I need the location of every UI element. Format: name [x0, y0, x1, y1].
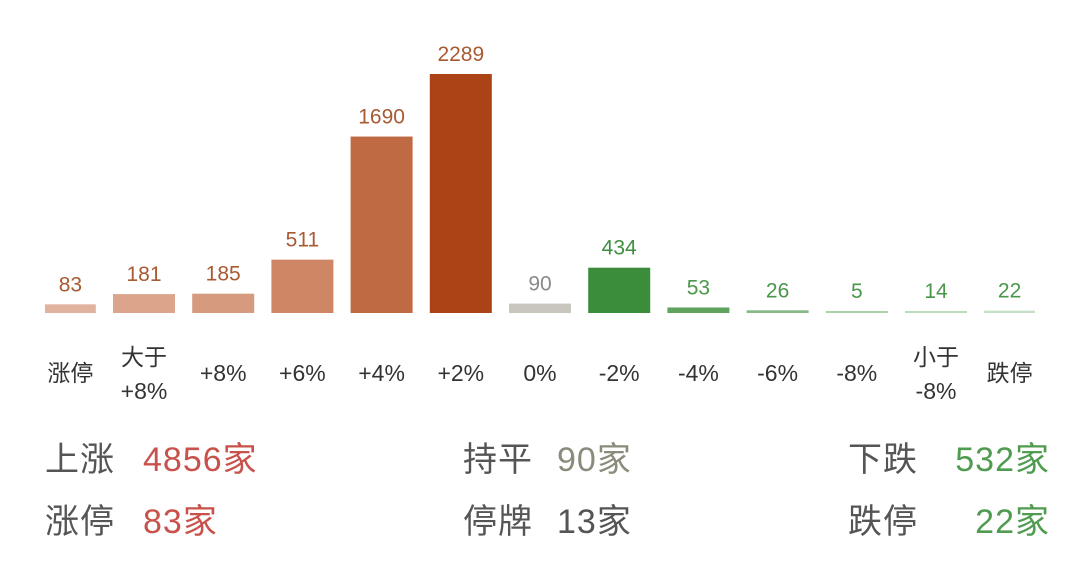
suspended-value: 13家: [557, 503, 632, 541]
category-label-7: 0%: [523, 360, 556, 386]
category-label-6: +2%: [437, 360, 484, 386]
down-count-label: 下跌: [848, 441, 918, 479]
bar-7: [509, 303, 571, 313]
bar-value-label-8: 434: [602, 237, 637, 260]
category-label-5: +4%: [358, 360, 405, 386]
category-label-1: 涨停: [47, 360, 93, 386]
bar-value-label-9: 53: [687, 276, 710, 299]
category-label-3: +8%: [200, 360, 247, 386]
bar-value-label-6: 2289: [437, 43, 484, 66]
bar-11: [825, 311, 888, 313]
price-change-distribution-chart: 83 涨停 181 大于+8% 185 +8% 511 +6% 1690 +4% 2289 +2% 90…: [45, 43, 1035, 404]
category-label-10: -6%: [757, 360, 798, 386]
category-label-9: -4%: [678, 360, 719, 386]
bar-value-label-1: 83: [59, 273, 82, 296]
summary-row-2: 涨停 83家 停牌 13家 跌停 22家: [0, 500, 1080, 544]
category-label-8: -2%: [599, 360, 640, 386]
bar-1: [45, 304, 96, 313]
bar-value-label-12: 14: [924, 280, 948, 303]
bar-value-label-10: 26: [766, 279, 789, 302]
bar-12: [905, 311, 967, 313]
bar-13: [984, 310, 1035, 313]
bar-9: [667, 307, 730, 313]
limit-up-label: 涨停: [45, 503, 115, 541]
limit-down-value: 22家: [975, 503, 1050, 541]
bar-8: [588, 267, 651, 313]
up-count-label: 上涨: [45, 441, 115, 479]
bar-3: [192, 293, 255, 313]
flat-count-value: 90家: [557, 441, 632, 479]
bar-6: [429, 74, 492, 313]
bar-2: [113, 294, 175, 313]
summary-row-1: 上涨 4856家 持平 90家 下跌 532家: [0, 438, 1080, 482]
category-label-13: 跌停: [987, 360, 1033, 386]
category-label-11: -8%: [836, 360, 877, 386]
bar-value-label-3: 185: [206, 263, 241, 286]
flat-count-label: 持平: [463, 441, 533, 479]
bar-value-label-13: 22: [998, 280, 1021, 303]
bar-5: [350, 136, 413, 313]
bar-value-label-2: 181: [126, 263, 161, 286]
bar-4: [271, 259, 334, 313]
category-label-2: 大于+8%: [121, 344, 168, 404]
bar-value-label-4: 511: [286, 229, 319, 252]
limit-up-value: 83家: [143, 503, 218, 541]
bar-value-label-5: 1690: [358, 106, 405, 129]
up-count-value: 4856家: [143, 441, 258, 479]
limit-down-label: 跌停: [848, 503, 918, 541]
category-label-12: 小于-8%: [913, 344, 959, 404]
bar-10: [746, 310, 809, 313]
category-label-4: +6%: [279, 360, 326, 386]
bar-value-label-11: 5: [851, 280, 863, 303]
bar-value-label-7: 90: [528, 273, 551, 296]
suspended-label: 停牌: [463, 503, 533, 541]
down-count-value: 532家: [955, 441, 1050, 479]
